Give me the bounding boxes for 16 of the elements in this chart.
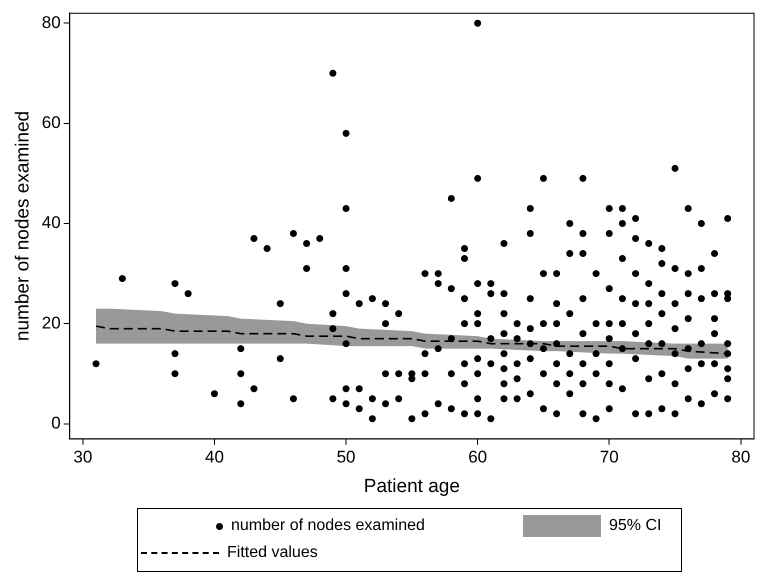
x-tick-label: 40	[205, 448, 224, 467]
y-tick-label: 0	[51, 413, 61, 432]
y-tick-label: 20	[42, 313, 61, 332]
legend-label: Fitted values	[227, 544, 318, 562]
x-tick-label: 80	[731, 448, 750, 467]
legend-label: number of nodes examined	[231, 517, 425, 535]
y-tick-label: 40	[42, 213, 61, 232]
x-axis-title: Patient age	[364, 476, 460, 497]
x-tick-label: 30	[73, 448, 92, 467]
y-tick-label: 80	[42, 12, 61, 32]
text: 95% CI	[609, 517, 662, 535]
y-axis-title: number of nodes examined	[12, 110, 34, 342]
y-tick-label: 60	[42, 113, 61, 132]
x-tick-label: 50	[336, 448, 356, 467]
x-tick-label: 70	[600, 448, 619, 467]
x-tick-label: 60	[468, 448, 488, 467]
